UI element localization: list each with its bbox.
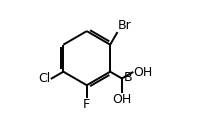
Text: B: B bbox=[123, 71, 132, 84]
Text: OH: OH bbox=[133, 66, 152, 79]
Text: OH: OH bbox=[112, 93, 131, 106]
Text: Cl: Cl bbox=[39, 72, 51, 85]
Text: Br: Br bbox=[118, 19, 131, 32]
Text: F: F bbox=[83, 99, 90, 112]
